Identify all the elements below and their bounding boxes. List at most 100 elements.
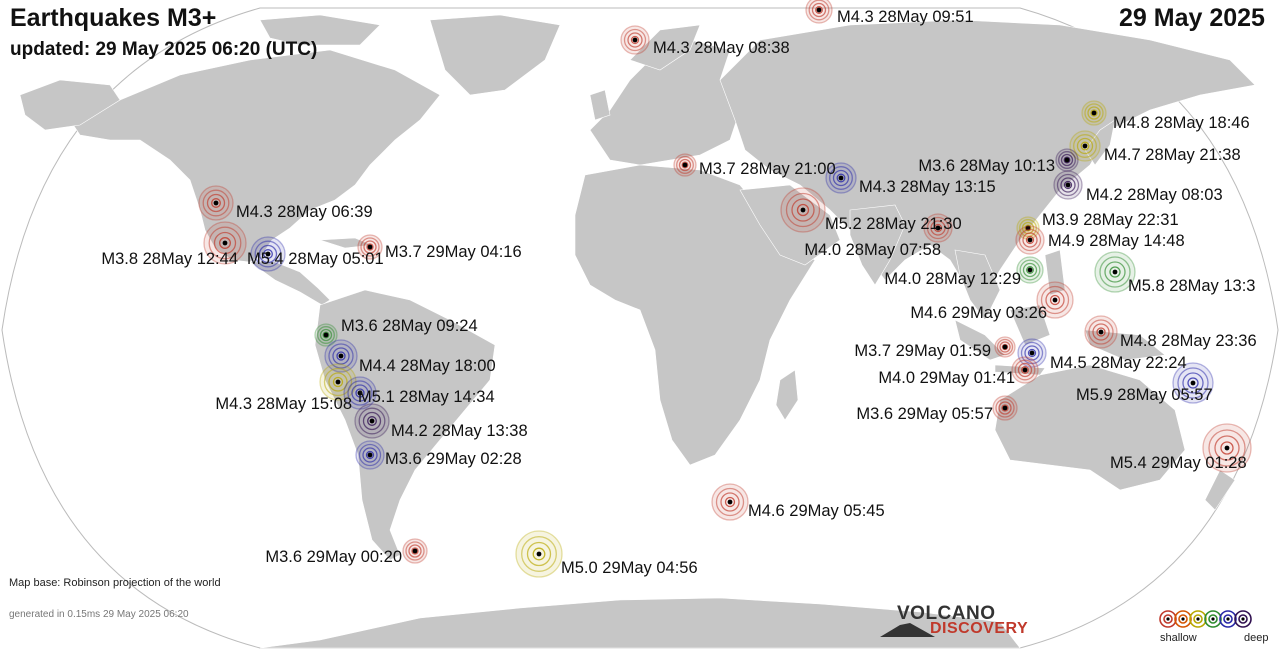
earthquake-marker[interactable] [1094, 251, 1136, 293]
earthquake-ring [1073, 134, 1097, 158]
earthquake-marker[interactable] [620, 25, 650, 55]
antarctica [259, 597, 1021, 649]
earthquake-label: M4.0 29May 01:41 [878, 369, 1015, 387]
earthquake-ring [1104, 261, 1126, 283]
earthquake-ring [627, 32, 643, 48]
earthquake-ring [202, 189, 230, 217]
depth-legend: shallow deep [1158, 606, 1276, 646]
earthquake-ring [1026, 266, 1034, 274]
legend-depth-circle [1178, 614, 1188, 624]
earthquake-label: M5.1 28May 14:34 [358, 388, 495, 406]
earthquake-marker[interactable] [1016, 256, 1044, 284]
earthquake-marker[interactable] [1053, 170, 1083, 200]
legend-shallow-label: shallow [1160, 632, 1197, 644]
earthquake-ring [1017, 362, 1033, 378]
earthquake-marker[interactable] [1172, 362, 1214, 404]
logo-line2: DISCOVERY [930, 620, 1029, 637]
earthquake-ring [1208, 429, 1246, 467]
madagascar [775, 369, 799, 421]
earthquake-marker[interactable] [1084, 315, 1118, 349]
earthquake-label: M3.6 28May 10:13 [918, 157, 1055, 175]
earthquake-marker[interactable] [1055, 148, 1079, 172]
earthquake-ring [1018, 228, 1042, 252]
earthquake-marker[interactable] [992, 395, 1018, 421]
earthquake-ring [322, 331, 330, 339]
earthquake-label: M4.8 28May 18:46 [1113, 114, 1250, 132]
earthquake-ring [1019, 259, 1041, 281]
earthquake-label: M5.0 29May 04:56 [561, 559, 698, 577]
earthquake-ring [715, 487, 745, 517]
earthquake-ring [1027, 348, 1037, 358]
earthquake-marker[interactable] [923, 213, 953, 243]
earthquake-marker[interactable] [805, 0, 833, 24]
generated-note: generated in 0.15ms 29 May 2025 06:20 [9, 609, 189, 620]
earthquake-marker[interactable] [1202, 423, 1252, 473]
earthquake-marker[interactable] [1036, 281, 1074, 319]
legend-depth-dot [1211, 617, 1215, 621]
new-zealand [1204, 469, 1236, 511]
earthquake-marker[interactable] [324, 339, 358, 373]
earthquake-ring [1001, 404, 1009, 412]
earthquake-marker[interactable] [515, 530, 563, 578]
earthquake-epicenter [1064, 157, 1070, 163]
earthquake-ring [995, 398, 1015, 418]
earthquake-epicenter [335, 379, 341, 385]
earthquake-marker[interactable] [357, 234, 383, 260]
legend-depth-dot [1181, 617, 1185, 621]
earthquake-ring [630, 35, 640, 45]
earthquake-label: M3.6 28May 09:24 [341, 317, 478, 335]
earthquake-ring [362, 411, 382, 431]
earthquake-marker[interactable] [711, 483, 749, 521]
map-base-note: Map base: Robinson projection of the wor… [9, 577, 221, 589]
legend-depth-circle [1234, 610, 1252, 628]
earthquake-marker[interactable] [1015, 225, 1045, 255]
earthquake-epicenter [323, 332, 329, 338]
earthquake-marker[interactable] [355, 440, 385, 470]
earthquake-marker[interactable] [314, 323, 338, 347]
earthquake-ring [811, 2, 827, 18]
earthquake-ring [1087, 106, 1101, 120]
earthquake-marker[interactable] [402, 538, 428, 564]
earthquake-marker[interactable] [354, 403, 390, 439]
scandinavia [629, 24, 701, 71]
earthquake-epicenter [838, 175, 844, 181]
earthquake-ring [720, 492, 740, 512]
earthquake-ring [1049, 294, 1061, 306]
legend-depth-dot [1166, 617, 1170, 621]
earthquake-ring [999, 341, 1011, 353]
north-america [69, 49, 441, 263]
earthquake-label: M4.3 28May 15:08 [215, 395, 352, 413]
earthquake-label: M3.7 29May 04:16 [385, 243, 522, 261]
legend-depth-circle [1193, 614, 1203, 624]
south-america [314, 289, 496, 561]
earthquake-marker[interactable] [203, 221, 247, 265]
earthquake-marker[interactable] [994, 336, 1016, 358]
earthquake-marker[interactable] [1081, 100, 1107, 126]
earthquake-marker[interactable] [780, 187, 826, 233]
map-title: Earthquakes M3+ [10, 4, 217, 32]
earthquake-ring [930, 220, 946, 236]
earthquake-epicenter [1029, 350, 1035, 356]
earthquake-ring [363, 240, 377, 254]
earthquake-marker[interactable] [1011, 356, 1039, 384]
earthquake-marker[interactable] [673, 153, 697, 177]
earthquake-marker[interactable] [343, 376, 377, 410]
earthquake-ring [1025, 235, 1035, 245]
earthquake-epicenter [1091, 110, 1097, 116]
earthquake-epicenter [357, 390, 363, 396]
earthquake-ring [366, 243, 374, 251]
volcano-discovery-logo[interactable]: VOLCANO DISCOVERY [880, 603, 1040, 639]
earthquake-ring [258, 244, 278, 264]
earthquake-ring [526, 541, 552, 567]
legend-depth-circle [1204, 610, 1222, 628]
land-masses [19, 14, 1256, 649]
earthquake-epicenter [213, 200, 219, 206]
earthquake-marker[interactable] [198, 185, 234, 221]
earthquake-ring [1182, 372, 1204, 394]
earthquake-marker[interactable] [1069, 130, 1101, 162]
earthquake-epicenter [1065, 182, 1071, 188]
earthquake-marker[interactable] [250, 236, 286, 272]
earthquake-marker[interactable] [825, 162, 857, 194]
earthquake-markers [198, 0, 1252, 578]
